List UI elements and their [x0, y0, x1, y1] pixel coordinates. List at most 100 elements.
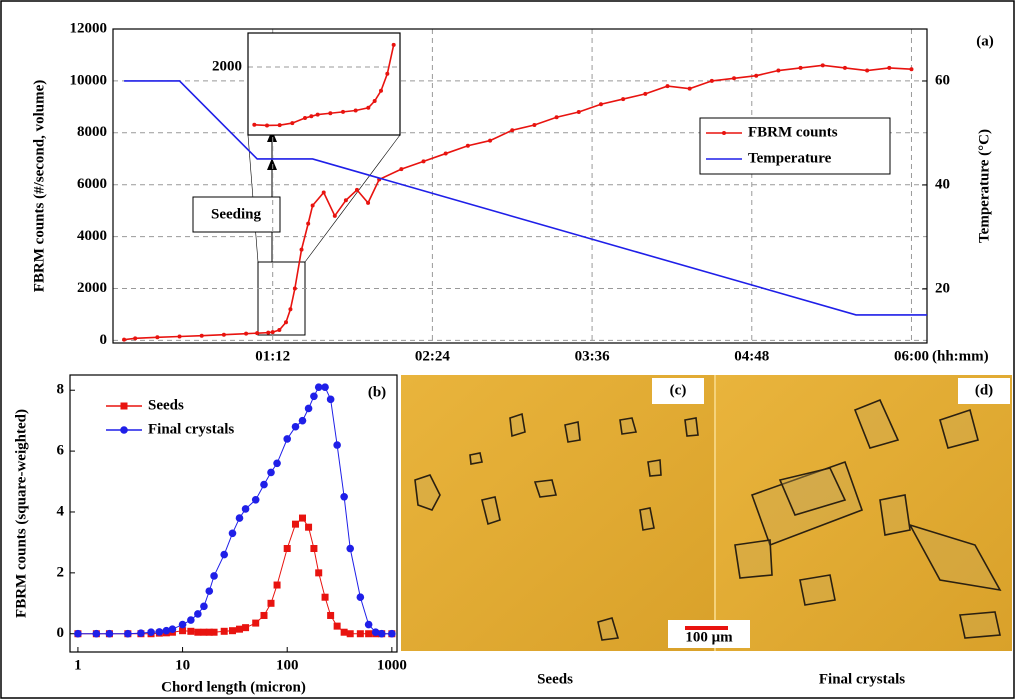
- marker: [887, 65, 892, 70]
- marker: [385, 71, 390, 76]
- marker: [298, 416, 307, 425]
- marker: [179, 627, 187, 635]
- x-tick-label: 100: [276, 657, 299, 673]
- marker: [354, 187, 359, 192]
- crystal: [639, 507, 655, 531]
- y2-tick-label: 20: [935, 280, 950, 296]
- marker: [255, 331, 260, 336]
- marker: [598, 102, 603, 107]
- y-tick-label: 2: [57, 564, 65, 580]
- marker: [291, 422, 300, 431]
- marker: [332, 213, 337, 218]
- marker: [194, 610, 202, 618]
- y-axis-label: FBRM counts (#/second, volume): [31, 80, 47, 293]
- plot-frame: [247, 32, 401, 136]
- marker: [260, 480, 268, 489]
- marker: [310, 545, 318, 553]
- marker: [465, 143, 470, 148]
- marker: [92, 629, 101, 638]
- plot-frame: [112, 28, 928, 344]
- marker: [372, 99, 377, 103]
- panel-label: (d): [975, 382, 993, 398]
- marker: [187, 616, 195, 624]
- marker: [353, 108, 358, 113]
- panel-label: (c): [670, 382, 687, 398]
- marker: [379, 88, 383, 93]
- y2-tick-label: 60: [935, 72, 950, 88]
- y2-tick-label: 40: [935, 176, 950, 192]
- marker: [252, 122, 257, 127]
- crystal: [734, 539, 773, 579]
- crystal: [750, 460, 864, 547]
- y-tick-label: 4000: [77, 228, 107, 244]
- micrograph-image: [401, 375, 715, 651]
- marker: [200, 602, 208, 611]
- crystal: [939, 408, 979, 449]
- y-tick-label: 12000: [70, 20, 108, 36]
- marker: [266, 330, 271, 335]
- marker: [327, 611, 335, 619]
- marker: [270, 330, 275, 335]
- marker: [283, 545, 291, 553]
- marker: [251, 496, 260, 504]
- marker: [205, 628, 213, 636]
- marker: [277, 328, 282, 333]
- x-tick-label: 1000: [377, 657, 407, 673]
- marker: [346, 544, 355, 553]
- annotation: Seeding: [211, 206, 262, 222]
- caption: Final crystals: [819, 671, 905, 687]
- marker: [366, 200, 371, 205]
- crystal: [853, 398, 900, 449]
- marker: [365, 630, 373, 638]
- marker: [576, 110, 581, 115]
- marker: [147, 628, 155, 637]
- marker: [137, 629, 145, 637]
- crystal: [533, 479, 558, 498]
- plot-frame: [69, 374, 398, 653]
- panel-label-box: [958, 378, 1010, 404]
- crystal: [469, 452, 483, 465]
- marker: [74, 629, 82, 638]
- scale-bar-box: [668, 620, 750, 648]
- marker: [356, 593, 365, 602]
- marker: [820, 63, 825, 68]
- marker: [235, 514, 244, 522]
- inset-background: [248, 33, 400, 135]
- marker: [333, 441, 341, 449]
- panel-label-box: [652, 378, 704, 404]
- marker: [532, 123, 537, 128]
- marker: [314, 383, 323, 391]
- crystal: [564, 421, 581, 443]
- marker: [162, 626, 171, 635]
- crystal: [481, 496, 501, 526]
- marker: [155, 335, 160, 340]
- marker: [105, 629, 114, 638]
- marker: [267, 599, 275, 607]
- marker: [665, 84, 670, 89]
- marker: [194, 628, 202, 636]
- y-tick-label: 10000: [70, 72, 108, 88]
- marker: [303, 116, 307, 120]
- y-tick-label: 0: [100, 332, 108, 348]
- marker: [340, 492, 348, 501]
- marker: [288, 307, 293, 312]
- marker: [284, 320, 289, 325]
- crystal: [799, 574, 836, 606]
- marker: [228, 529, 237, 538]
- marker: [133, 336, 138, 341]
- marker: [310, 392, 318, 401]
- marker: [304, 404, 313, 413]
- y-tick-label: 8: [57, 382, 65, 398]
- marker: [776, 68, 781, 73]
- marker: [241, 505, 250, 513]
- x-tick-label: 04:48: [734, 348, 769, 364]
- y-tick-label: 6000: [77, 176, 107, 192]
- marker: [220, 627, 228, 635]
- marker: [283, 435, 292, 443]
- marker: [168, 625, 177, 633]
- marker: [178, 620, 187, 629]
- y-tick-label: 0: [57, 625, 65, 641]
- scale-bar-label: 100 μm: [685, 629, 733, 645]
- marker: [315, 112, 320, 117]
- x-axis-label: (hh:mm): [932, 348, 989, 364]
